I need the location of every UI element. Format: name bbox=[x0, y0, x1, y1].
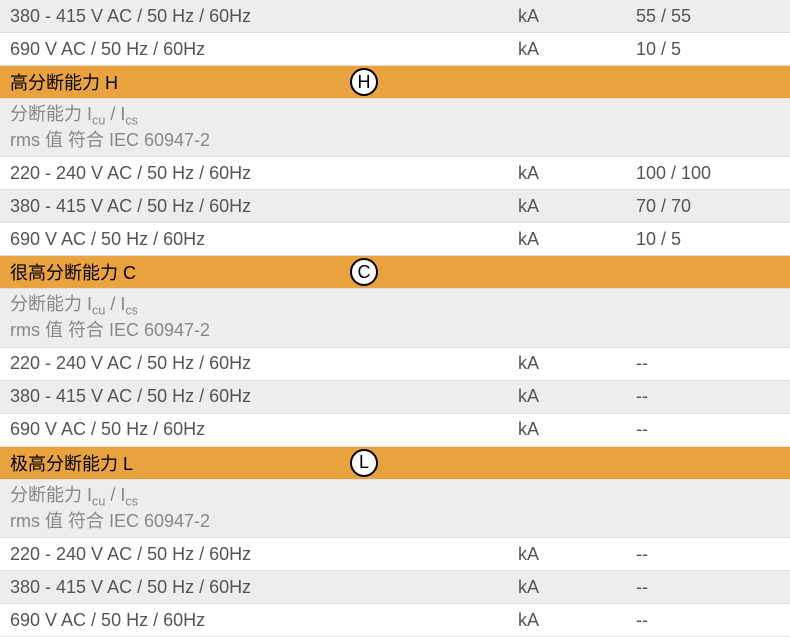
spec-label: 220 - 240 V AC / 50 Hz / 60Hz bbox=[0, 353, 518, 374]
spec-unit: kA bbox=[518, 196, 636, 217]
spec-unit: kA bbox=[518, 610, 636, 631]
table-row: 690 V AC / 50 Hz / 60HzkA10 / 5 bbox=[0, 33, 790, 66]
subheader-line2: rms 值 符合 IEC 60947-2 bbox=[10, 129, 518, 152]
table-row: 分断能力 Icu / Icsrms 值 符合 IEC 60947-2 bbox=[0, 99, 790, 157]
table-row: 极高分断能力 LL bbox=[0, 447, 790, 480]
table-row: 高分断能力 HH bbox=[0, 66, 790, 99]
spec-label: 690 V AC / 50 Hz / 60Hz bbox=[0, 610, 518, 631]
table-row: 220 - 240 V AC / 50 Hz / 60HzkA-- bbox=[0, 348, 790, 381]
table-row: 690 V AC / 50 Hz / 60HzkA10 / 5 bbox=[0, 223, 790, 256]
table-row: 380 - 415 V AC / 50 Hz / 60HzkA55 / 55 bbox=[0, 0, 790, 33]
spec-unit: kA bbox=[518, 39, 636, 60]
spec-value: -- bbox=[636, 386, 790, 407]
spec-label: 380 - 415 V AC / 50 Hz / 60Hz bbox=[0, 577, 518, 598]
spec-value: 100 / 100 bbox=[636, 163, 790, 184]
table-row: 690 V AC / 50 Hz / 60HzkA-- bbox=[0, 414, 790, 447]
subheader-line2: rms 值 符合 IEC 60947-2 bbox=[10, 510, 518, 533]
spec-label: 220 - 240 V AC / 50 Hz / 60Hz bbox=[0, 163, 518, 184]
spec-value: 70 / 70 bbox=[636, 196, 790, 217]
spec-label: 220 - 240 V AC / 50 Hz / 60Hz bbox=[0, 544, 518, 565]
subheader-label: 分断能力 Icu / Icsrms 值 符合 IEC 60947-2 bbox=[0, 293, 518, 342]
table-row: 分断能力 Icu / Icsrms 值 符合 IEC 60947-2 bbox=[0, 289, 790, 347]
category-letter-icon: H bbox=[350, 68, 378, 96]
subheader-line2: rms 值 符合 IEC 60947-2 bbox=[10, 319, 518, 342]
table-row: 380 - 415 V AC / 50 Hz / 60HzkA70 / 70 bbox=[0, 190, 790, 223]
table-row: 分断能力 Icu / Icsrms 值 符合 IEC 60947-2 bbox=[0, 480, 790, 538]
table-row: 220 - 240 V AC / 50 Hz / 60HzkA-- bbox=[0, 538, 790, 571]
spec-unit: kA bbox=[518, 419, 636, 440]
subheader-line1: 分断能力 Icu / Ics bbox=[10, 293, 518, 319]
spec-unit: kA bbox=[518, 577, 636, 598]
spec-unit: kA bbox=[518, 386, 636, 407]
spec-value: 10 / 5 bbox=[636, 39, 790, 60]
table-row: 很高分断能力 CC bbox=[0, 256, 790, 289]
spec-label: 690 V AC / 50 Hz / 60Hz bbox=[0, 39, 518, 60]
spec-label: 380 - 415 V AC / 50 Hz / 60Hz bbox=[0, 386, 518, 407]
spec-value: -- bbox=[636, 610, 790, 631]
spec-label: 690 V AC / 50 Hz / 60Hz bbox=[0, 229, 518, 250]
spec-label: 380 - 415 V AC / 50 Hz / 60Hz bbox=[0, 196, 518, 217]
spec-value: -- bbox=[636, 544, 790, 565]
spec-table: 380 - 415 V AC / 50 Hz / 60HzkA55 / 5569… bbox=[0, 0, 790, 637]
spec-unit: kA bbox=[518, 544, 636, 565]
subheader-line1: 分断能力 Icu / Ics bbox=[10, 103, 518, 129]
table-row: 380 - 415 V AC / 50 Hz / 60HzkA-- bbox=[0, 571, 790, 604]
spec-label: 690 V AC / 50 Hz / 60Hz bbox=[0, 419, 518, 440]
category-letter-icon: L bbox=[350, 449, 378, 477]
subheader-label: 分断能力 Icu / Icsrms 值 符合 IEC 60947-2 bbox=[0, 484, 518, 533]
spec-label: 380 - 415 V AC / 50 Hz / 60Hz bbox=[0, 6, 518, 27]
table-row: 220 - 240 V AC / 50 Hz / 60HzkA100 / 100 bbox=[0, 157, 790, 190]
spec-unit: kA bbox=[518, 353, 636, 374]
spec-value: -- bbox=[636, 577, 790, 598]
spec-value: -- bbox=[636, 419, 790, 440]
table-row: 380 - 415 V AC / 50 Hz / 60HzkA-- bbox=[0, 381, 790, 414]
spec-value: 55 / 55 bbox=[636, 6, 790, 27]
spec-unit: kA bbox=[518, 229, 636, 250]
spec-value: -- bbox=[636, 353, 790, 374]
subheader-line1: 分断能力 Icu / Ics bbox=[10, 484, 518, 510]
subheader-label: 分断能力 Icu / Icsrms 值 符合 IEC 60947-2 bbox=[0, 103, 518, 152]
section-header-label: 高分断能力 H bbox=[0, 69, 518, 95]
spec-unit: kA bbox=[518, 6, 636, 27]
table-row: 690 V AC / 50 Hz / 60HzkA-- bbox=[0, 604, 790, 637]
section-header-label: 极高分断能力 L bbox=[0, 450, 518, 476]
spec-value: 10 / 5 bbox=[636, 229, 790, 250]
spec-unit: kA bbox=[518, 163, 636, 184]
section-header-label: 很高分断能力 C bbox=[0, 259, 518, 285]
